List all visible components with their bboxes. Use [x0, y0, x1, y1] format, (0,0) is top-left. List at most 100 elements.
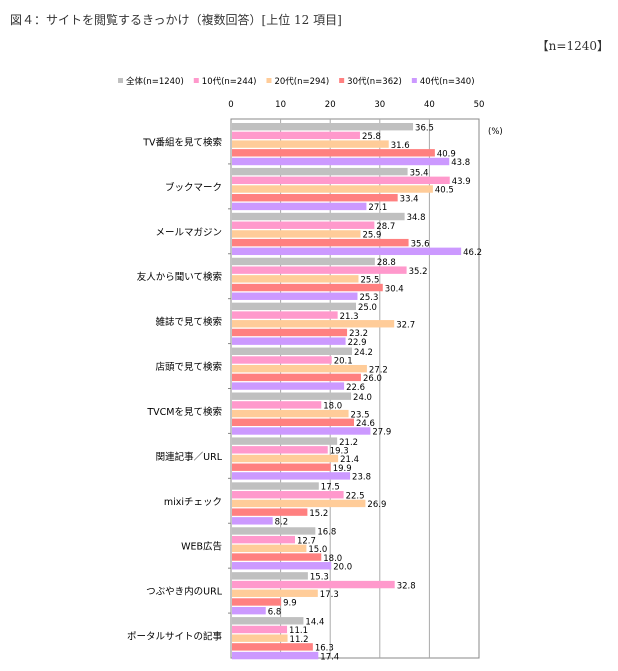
- bar: [232, 275, 359, 283]
- data-label: 15.3: [310, 573, 329, 583]
- data-label: 27.9: [372, 428, 391, 438]
- data-label: 21.2: [339, 438, 358, 448]
- data-label: 17.4: [320, 652, 339, 662]
- bar: [232, 311, 338, 319]
- bar: [232, 247, 462, 256]
- data-label: 25.9: [362, 231, 381, 241]
- data-label: 17.5: [321, 483, 340, 493]
- bar: [232, 463, 331, 471]
- bar: [232, 598, 282, 606]
- data-label: 43.9: [452, 177, 471, 187]
- x-tick-label: 20: [325, 100, 336, 110]
- category-label: WEB広告: [181, 541, 222, 553]
- data-label: 8.2: [275, 518, 289, 528]
- bar: [232, 238, 409, 247]
- bar: [232, 292, 358, 300]
- bar: [232, 437, 338, 445]
- bar: [232, 535, 295, 544]
- bar: [232, 157, 450, 166]
- data-label: 19.9: [333, 464, 352, 474]
- data-label: 35.4: [410, 168, 429, 178]
- category-label: つぶやき内のURL: [146, 586, 223, 598]
- data-label: 31.6: [391, 141, 410, 151]
- bar: [232, 140, 389, 148]
- bar: [232, 454, 339, 463]
- bar: [232, 643, 313, 651]
- legend-swatch: [339, 78, 345, 83]
- data-label: 40.9: [437, 150, 456, 160]
- legend-swatch: [118, 78, 123, 83]
- bar: [232, 149, 435, 157]
- data-label: 32.8: [397, 581, 416, 591]
- data-label: 32.7: [396, 320, 415, 330]
- legend-swatch: [266, 78, 272, 83]
- bar: [232, 572, 308, 580]
- data-label: 20.0: [333, 562, 352, 572]
- bar: [232, 606, 266, 615]
- x-tick-label: 40: [424, 100, 435, 110]
- data-label: 27.1: [368, 203, 387, 213]
- data-label: 25.8: [362, 132, 381, 142]
- data-label: 11.2: [290, 635, 309, 645]
- bar: [232, 617, 304, 625]
- data-label: 46.2: [463, 248, 482, 258]
- bar: [232, 580, 395, 589]
- data-label: 26.0: [363, 374, 382, 384]
- data-label: 18.0: [323, 402, 342, 412]
- category-label: 雑誌で見て検索: [155, 316, 222, 328]
- data-label: 34.8: [407, 213, 426, 223]
- data-label: 24.2: [354, 348, 373, 358]
- data-label: 11.1: [289, 626, 308, 636]
- category-label: 関連記事／URL: [156, 451, 223, 463]
- data-label: 21.3: [340, 312, 359, 322]
- data-label: 16.3: [315, 644, 334, 654]
- bar: [232, 337, 346, 345]
- data-label: 30.4: [385, 284, 404, 294]
- bar: [232, 562, 332, 570]
- category-label: TV番組を見て検索: [142, 136, 222, 148]
- data-label: 22.6: [346, 383, 365, 393]
- data-label: 17.3: [320, 590, 339, 600]
- data-label: 43.8: [451, 158, 470, 168]
- data-label: 12.7: [297, 536, 316, 546]
- bar: [232, 302, 356, 311]
- x-tick-label: 30: [374, 100, 385, 110]
- bar: [232, 482, 319, 490]
- data-label: 40.5: [435, 186, 454, 196]
- data-label: 25.3: [359, 293, 378, 303]
- data-label: 28.8: [377, 258, 396, 268]
- bar: [232, 499, 366, 508]
- bar: [232, 176, 450, 185]
- bar: [232, 589, 318, 597]
- data-label: 22.9: [348, 338, 367, 348]
- data-label: 24.6: [356, 419, 375, 429]
- data-label: 16.8: [317, 528, 336, 538]
- data-label: 23.2: [349, 329, 368, 339]
- bar: [232, 634, 288, 642]
- data-label: 36.5: [415, 123, 434, 133]
- bar: [232, 185, 433, 193]
- bar: [232, 202, 367, 211]
- bar: [232, 364, 367, 373]
- bar: [232, 266, 407, 274]
- bar: [232, 427, 371, 435]
- bar: [232, 409, 349, 418]
- bar: [232, 230, 361, 238]
- category-label: 店頭で見て検索: [155, 361, 222, 373]
- category-label: mixiチェック: [164, 497, 222, 508]
- bar: [232, 418, 355, 426]
- data-label: 6.8: [268, 607, 282, 617]
- bar: [232, 328, 348, 337]
- legend-label: 30代(n=362): [347, 76, 402, 87]
- bar: [232, 625, 288, 634]
- bar: [232, 257, 375, 266]
- bar: [232, 320, 395, 328]
- bar: [232, 527, 316, 535]
- bar: [232, 392, 352, 400]
- data-label: 35.6: [411, 239, 430, 249]
- bar: [232, 651, 319, 660]
- bar: [232, 472, 351, 480]
- data-label: 26.9: [367, 500, 386, 510]
- data-label: 27.2: [369, 365, 388, 375]
